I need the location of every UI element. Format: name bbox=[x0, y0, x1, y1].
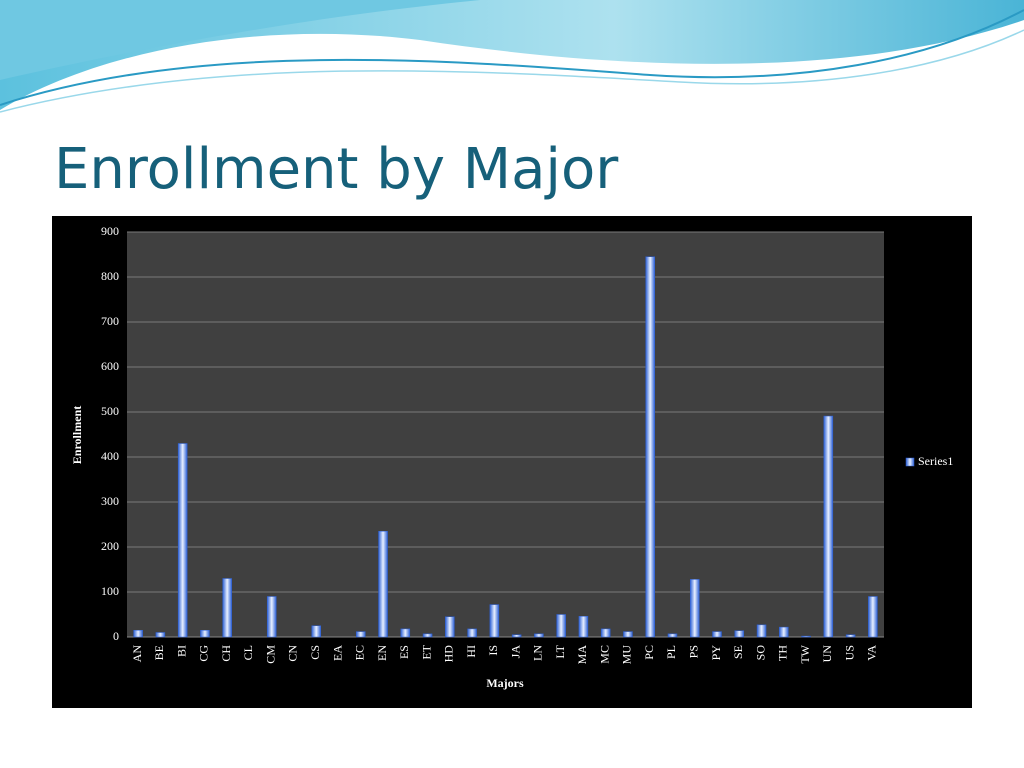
y-tick-label: 800 bbox=[101, 269, 119, 283]
bar bbox=[623, 631, 633, 638]
x-tick-label: TH bbox=[776, 645, 790, 661]
bar bbox=[133, 630, 143, 638]
slide-title: Enrollment by Major bbox=[54, 137, 619, 202]
y-tick-label: 400 bbox=[101, 449, 119, 463]
y-tick-label: 900 bbox=[101, 224, 119, 238]
bar bbox=[467, 628, 477, 638]
x-tick-label: ES bbox=[397, 645, 411, 659]
x-tick-label: AN bbox=[130, 645, 144, 663]
bar bbox=[155, 632, 166, 638]
bar bbox=[779, 626, 789, 638]
x-tick-label: EN bbox=[375, 645, 389, 661]
x-tick-label: PC bbox=[642, 645, 656, 660]
x-tick-label: CM bbox=[263, 645, 277, 664]
x-tick-label: PS bbox=[687, 645, 701, 658]
plot-area bbox=[127, 232, 884, 637]
bar bbox=[356, 631, 366, 638]
bar bbox=[690, 579, 700, 638]
bar bbox=[734, 630, 745, 638]
x-tick-label: HI bbox=[464, 645, 478, 658]
bar bbox=[422, 633, 433, 638]
bar bbox=[868, 596, 878, 638]
y-tick-label: 600 bbox=[101, 359, 119, 373]
x-tick-label: HD bbox=[442, 645, 456, 663]
bar bbox=[645, 256, 655, 638]
legend-label: Series1 bbox=[918, 454, 953, 468]
x-tick-label: PL bbox=[664, 645, 678, 659]
y-tick-label: 700 bbox=[101, 314, 119, 328]
x-tick-label: CL bbox=[241, 645, 255, 660]
bar bbox=[756, 624, 767, 638]
x-tick-label: BE bbox=[152, 645, 166, 660]
x-tick-label: LT bbox=[553, 644, 567, 658]
x-tick-label: EA bbox=[330, 645, 344, 661]
x-tick-label: CS bbox=[308, 645, 322, 660]
bar bbox=[801, 635, 811, 638]
y-tick-label: 200 bbox=[101, 539, 119, 553]
x-tick-label: SO bbox=[753, 645, 767, 661]
x-axis-label: Majors bbox=[486, 676, 524, 690]
bar bbox=[489, 604, 500, 638]
x-tick-label: MA bbox=[575, 645, 589, 665]
x-tick-label: US bbox=[842, 645, 856, 660]
y-tick-label: 300 bbox=[101, 494, 119, 508]
x-tick-label: BI bbox=[174, 645, 188, 657]
y-tick-label: 0 bbox=[113, 629, 119, 643]
bar bbox=[667, 633, 678, 638]
bar bbox=[578, 616, 589, 638]
bar bbox=[311, 625, 321, 638]
x-tick-label: CH bbox=[219, 645, 233, 662]
x-tick-label: PY bbox=[709, 645, 723, 661]
x-tick-label: LN bbox=[531, 645, 545, 661]
bar bbox=[177, 443, 188, 638]
bar bbox=[845, 634, 856, 638]
bar bbox=[600, 628, 611, 638]
x-tick-label: UN bbox=[820, 645, 834, 663]
x-tick-label: EC bbox=[353, 645, 367, 660]
x-tick-label: MU bbox=[620, 645, 634, 665]
y-axis-label: Enrollment bbox=[70, 406, 84, 464]
x-tick-label: TW bbox=[798, 644, 812, 663]
bar bbox=[266, 596, 277, 638]
bar bbox=[534, 633, 544, 638]
bar bbox=[378, 531, 388, 638]
bar bbox=[556, 614, 566, 638]
bar bbox=[400, 628, 411, 638]
x-tick-label: SE bbox=[731, 645, 745, 659]
x-tick-label: CN bbox=[286, 645, 300, 662]
x-tick-label: ET bbox=[419, 644, 433, 659]
legend-swatch bbox=[905, 457, 915, 467]
x-tick-label: VA bbox=[865, 645, 879, 661]
bar bbox=[823, 415, 834, 638]
y-tick-label: 100 bbox=[101, 584, 119, 598]
bar bbox=[445, 616, 455, 638]
y-tick-label: 500 bbox=[101, 404, 119, 418]
header-waves bbox=[0, 0, 1024, 113]
bar bbox=[511, 634, 522, 638]
chart-marks: 0 100 200 300 400 500 600 700 800 900 AN BE BI CG CH CL… bbox=[101, 224, 953, 665]
bar bbox=[712, 631, 722, 638]
bar bbox=[222, 578, 232, 638]
x-tick-label: CG bbox=[197, 645, 211, 662]
x-tick-label: JA bbox=[508, 645, 522, 659]
x-tick-label: MC bbox=[597, 645, 611, 664]
bar bbox=[200, 630, 210, 638]
x-tick-label: IS bbox=[486, 645, 500, 656]
